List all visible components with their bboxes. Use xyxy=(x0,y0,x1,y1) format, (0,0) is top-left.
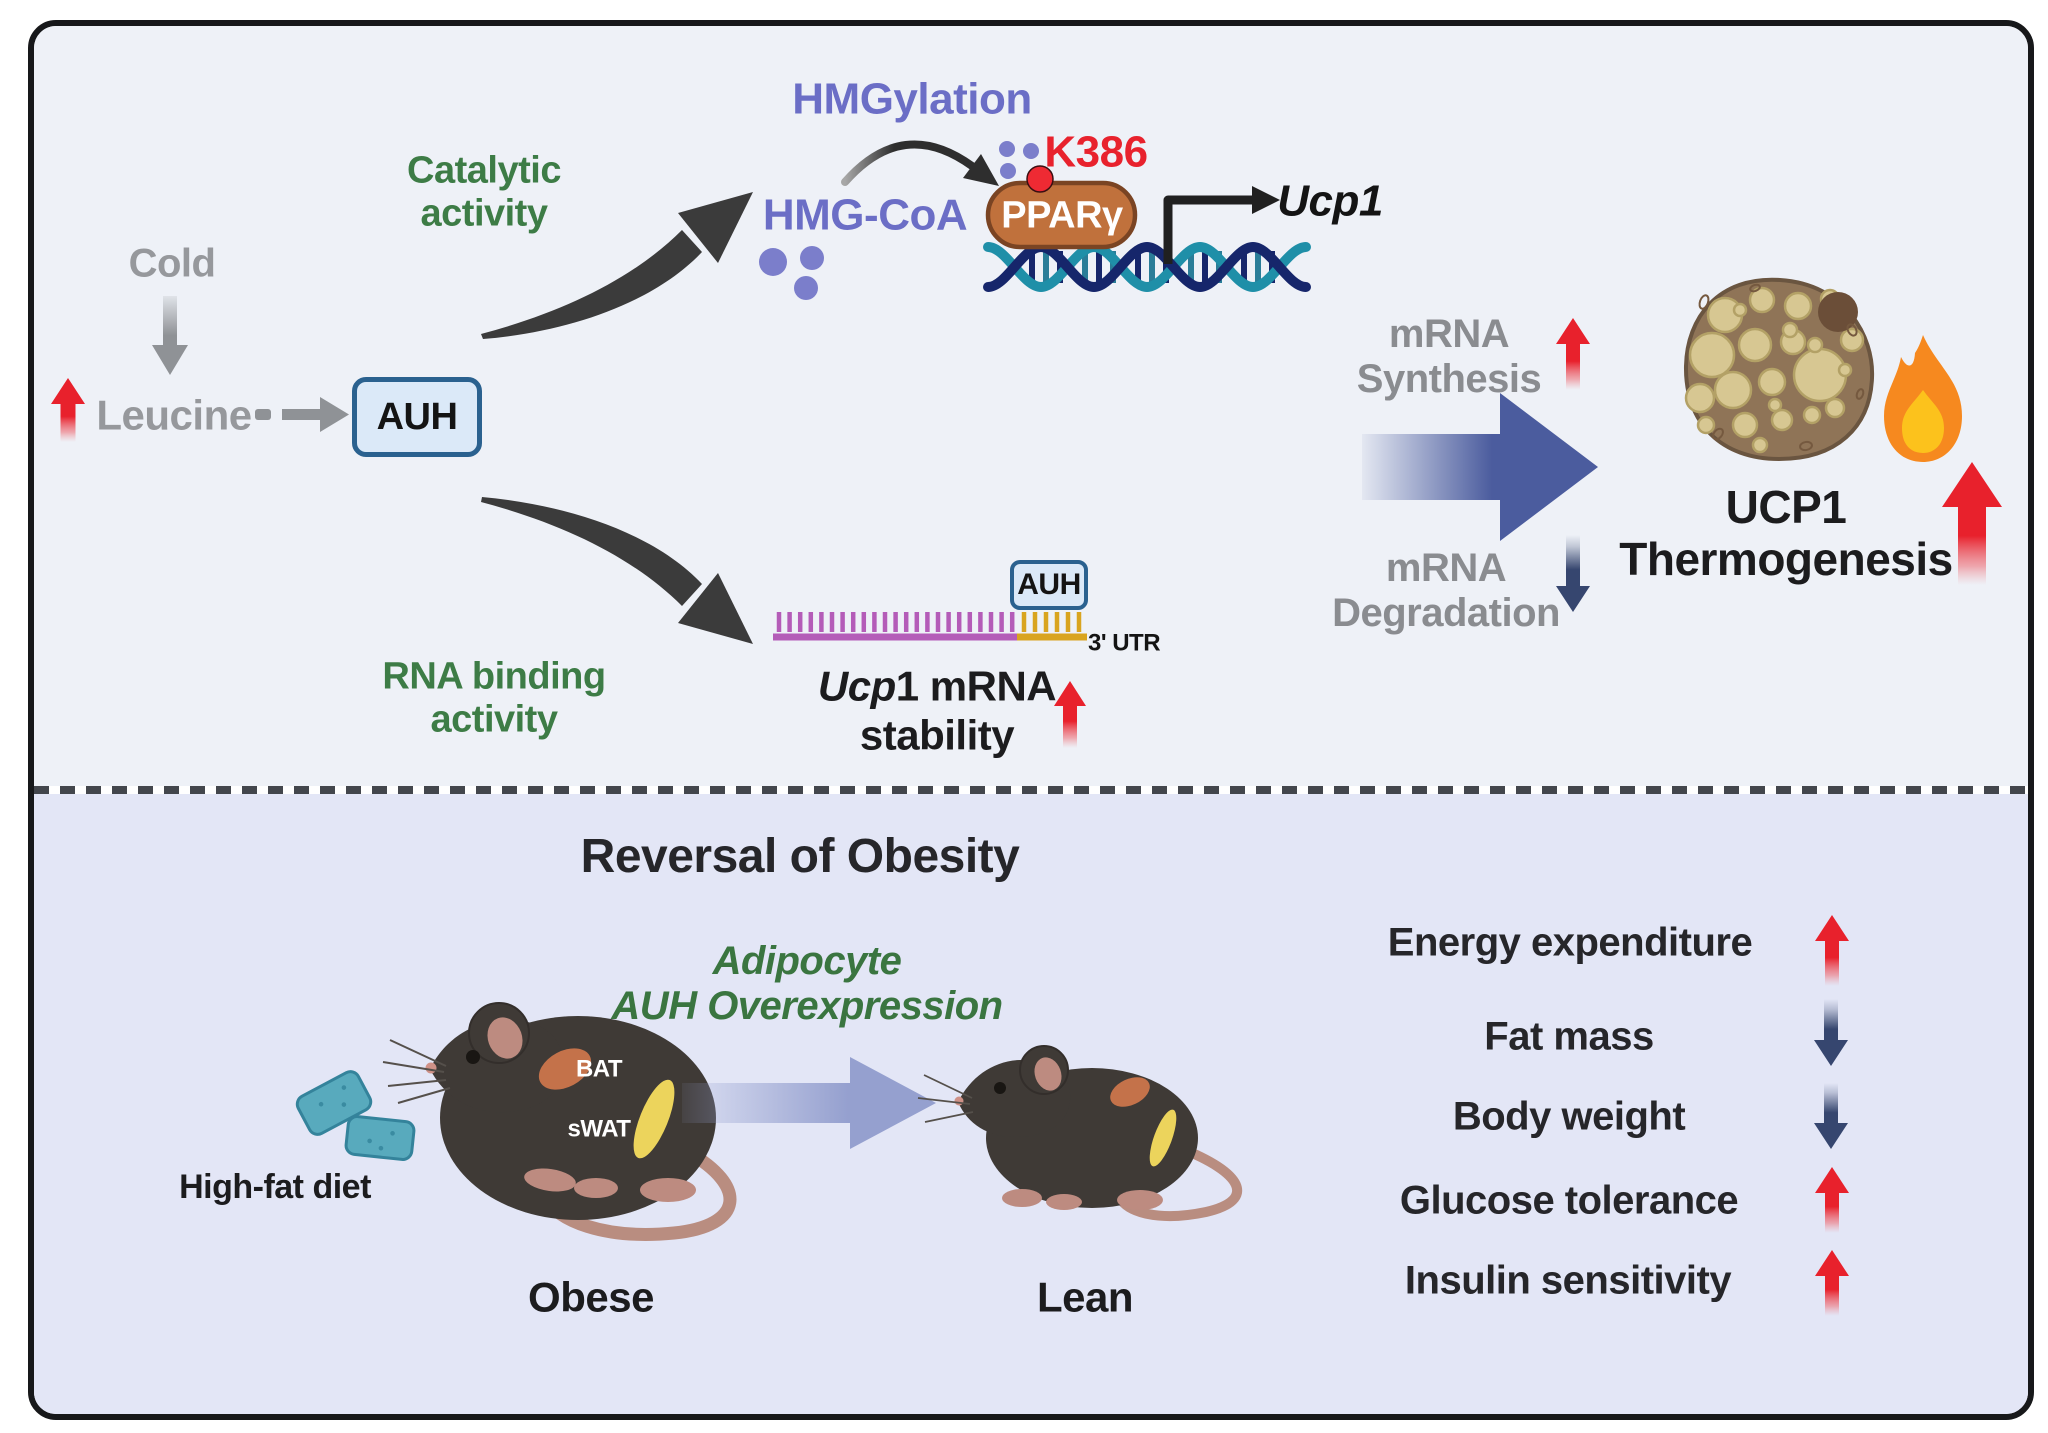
obese-label: Obese xyxy=(528,1273,654,1321)
lean-label: Lean xyxy=(1036,1273,1134,1321)
reversal-title: Reversal of Obesity xyxy=(580,830,1020,884)
ucp1-gene-label: Ucp1 xyxy=(1277,176,1383,226)
k386-label: K386 xyxy=(1044,127,1148,177)
auh-overexpression-label: Adipocyte AUH Overexpression xyxy=(611,939,1003,1028)
obesity-panel xyxy=(34,794,2028,1414)
pparg-label: PPARγ xyxy=(1001,194,1123,237)
hmg-coa-label: HMG-CoA xyxy=(762,190,968,240)
outcome-fat-mass: Fat mass xyxy=(1484,1014,1654,1059)
hmgylation-label: HMGylation xyxy=(792,74,1032,124)
mrna-degradation-label: mRNA Degradation xyxy=(1332,546,1560,635)
swat-label: sWAT xyxy=(567,1115,631,1143)
outcome-glucose-tolerance: Glucose tolerance xyxy=(1399,1178,1739,1223)
outcome-body-weight: Body weight xyxy=(1452,1094,1686,1139)
utr-label: 3' UTR xyxy=(1087,629,1161,657)
ucp1-mrna-stability-label: Ucp1 mRNA stability xyxy=(817,662,1057,758)
rna-binding-activity-label: RNA binding activity xyxy=(382,655,606,740)
auh-box-mrna: AUH xyxy=(1010,560,1088,610)
high-fat-diet-label: High-fat diet xyxy=(179,1167,371,1206)
auh-box: AUH xyxy=(352,377,482,457)
cold-label: Cold xyxy=(128,241,216,286)
auh-box-mrna-label: AUH xyxy=(1017,568,1081,601)
leucine-label: Leucine xyxy=(96,391,252,439)
outcome-energy-expenditure: Energy expenditure xyxy=(1387,920,1753,965)
auh-box-label: AUH xyxy=(376,395,458,438)
catalytic-activity-label: Catalytic activity xyxy=(407,149,561,234)
bat-label: BAT xyxy=(575,1055,623,1083)
outcome-insulin-sensitivity: Insulin sensitivity xyxy=(1404,1258,1732,1303)
dashed-divider xyxy=(34,786,2028,794)
mrna-synthesis-label: mRNA Synthesis xyxy=(1356,312,1542,401)
ucp1-thermogenesis-label: UCP1 Thermogenesis xyxy=(1619,481,1953,585)
